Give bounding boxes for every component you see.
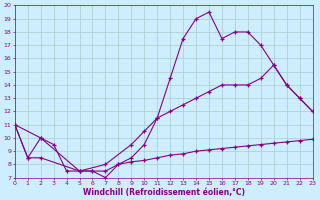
X-axis label: Windchill (Refroidissement éolien,°C): Windchill (Refroidissement éolien,°C) — [83, 188, 245, 197]
